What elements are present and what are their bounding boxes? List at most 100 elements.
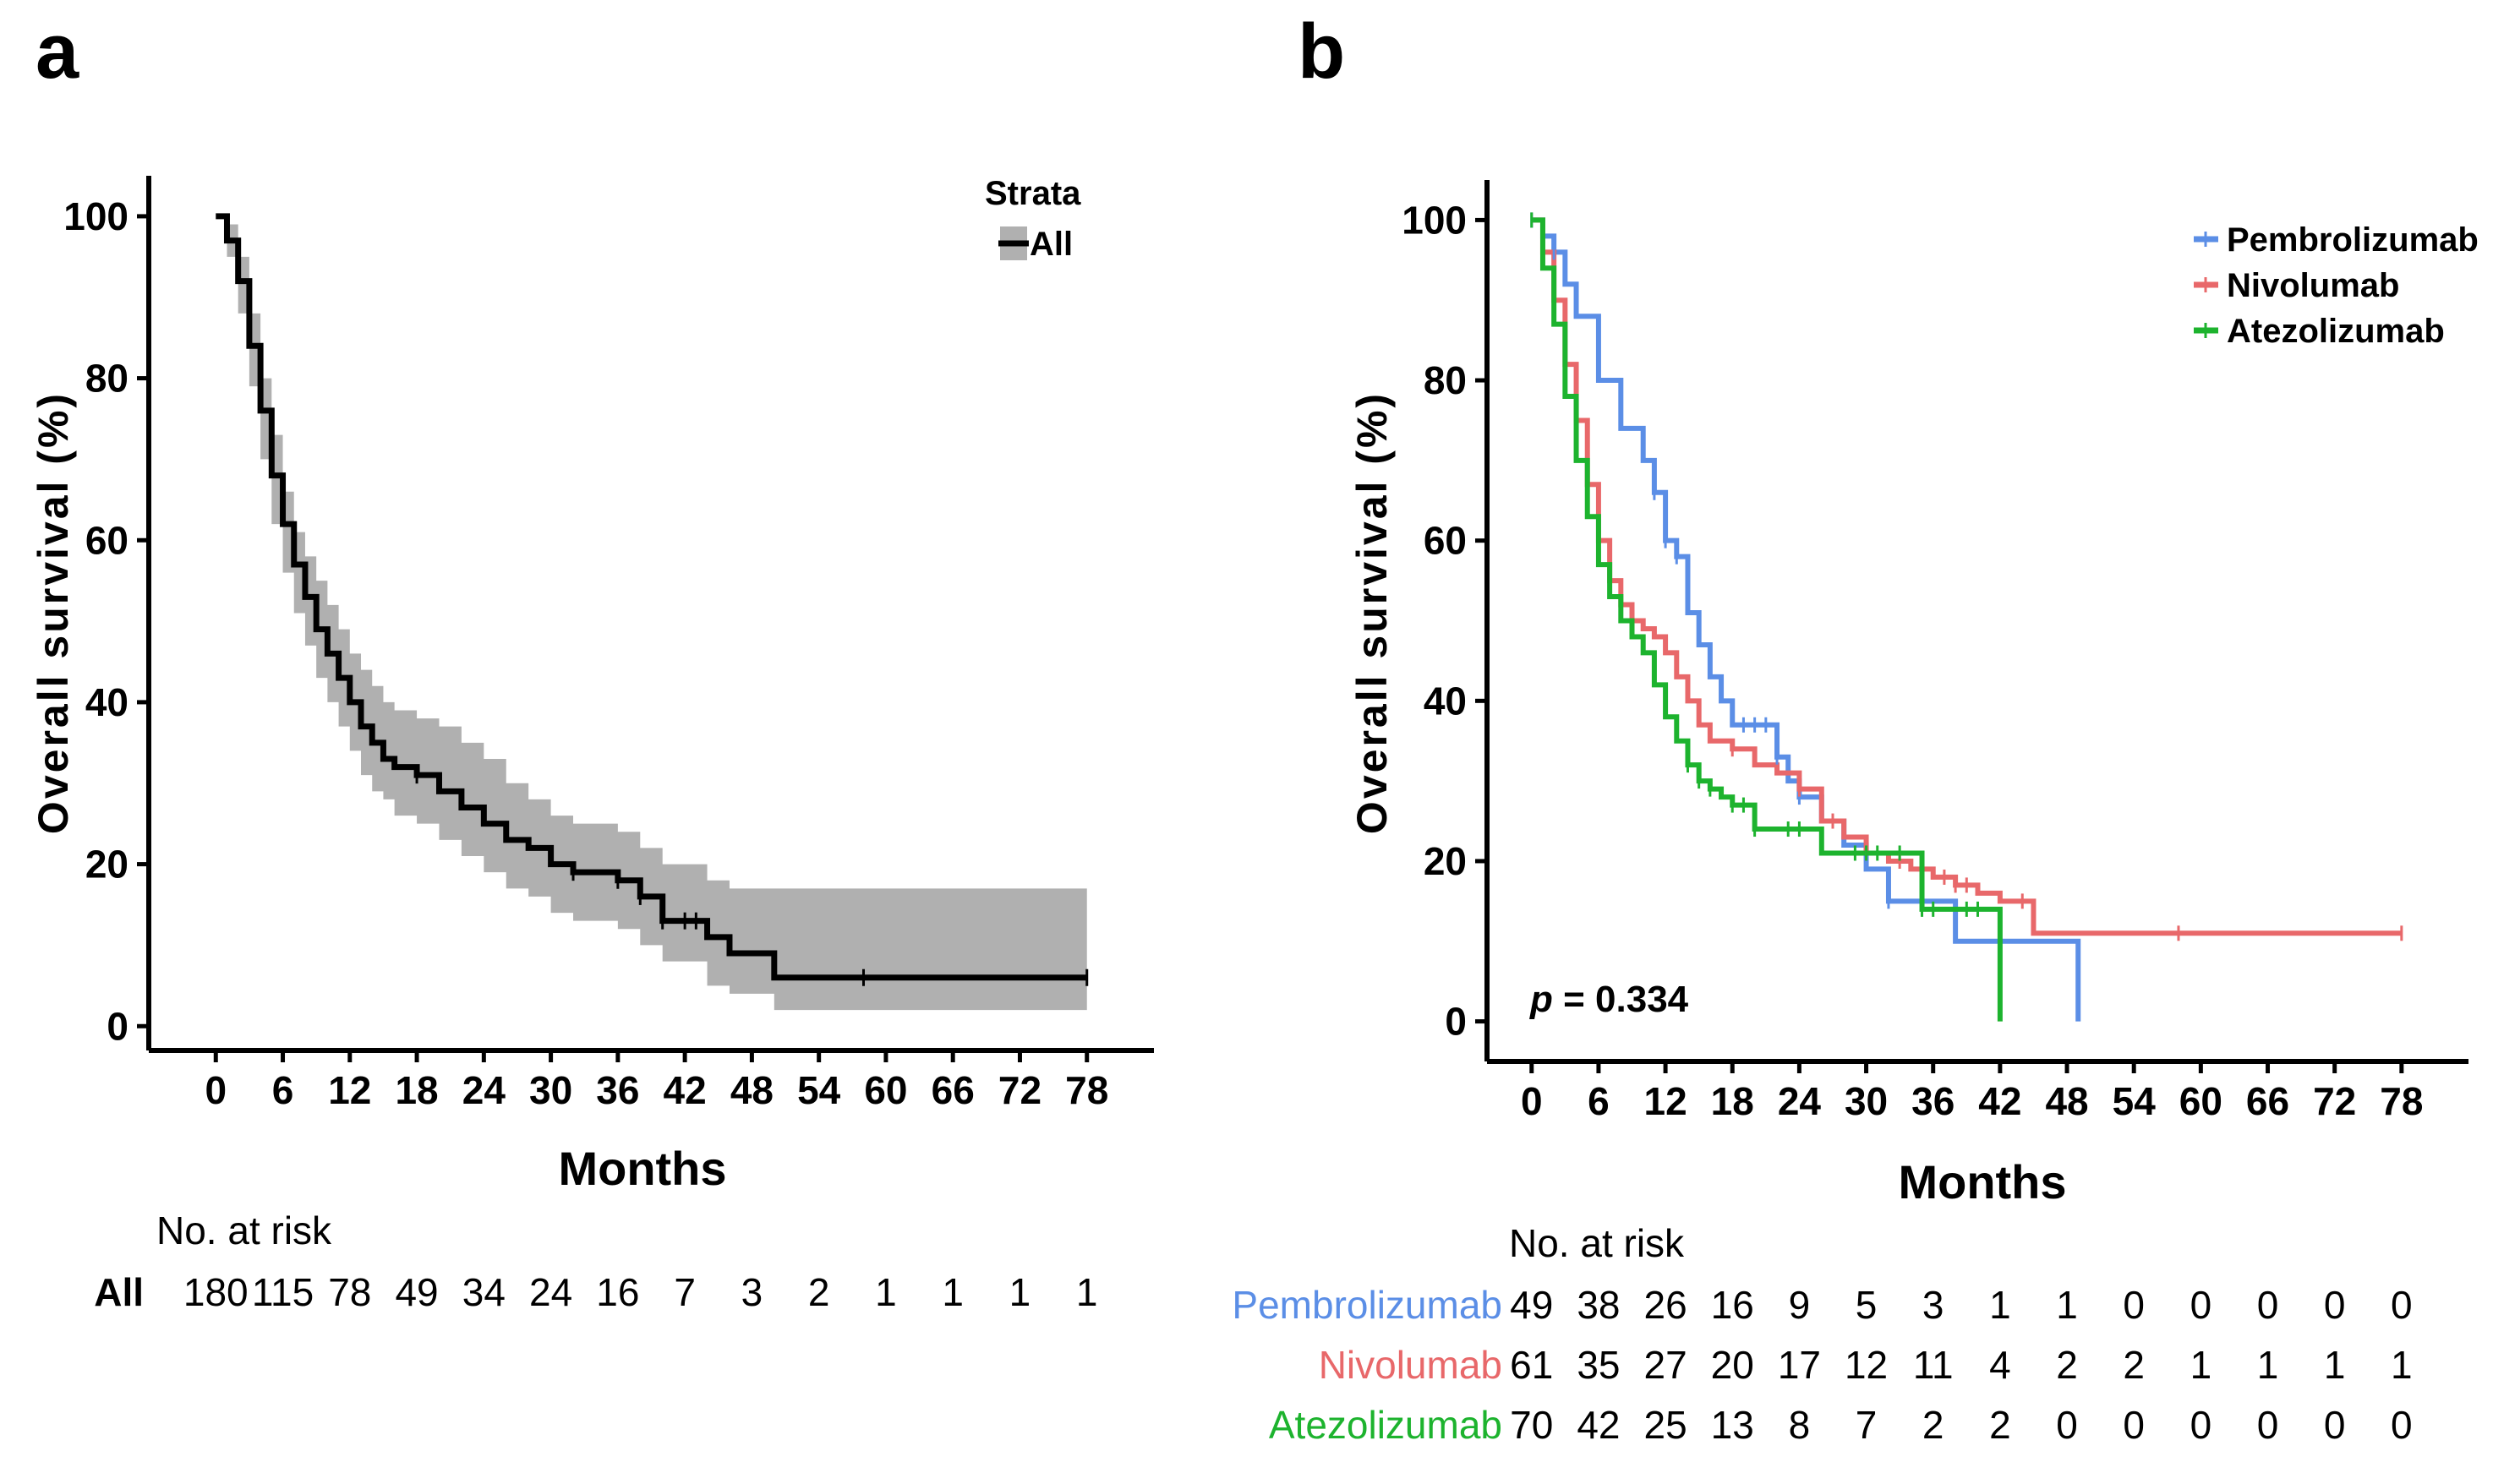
- risk-count: 2: [808, 1270, 830, 1314]
- y-tick-label: 80: [85, 357, 128, 401]
- p-value-number: = 0.334: [1553, 979, 1689, 1020]
- risk-count: 0: [2324, 1403, 2346, 1447]
- legend-label-nivolumab: Nivolumab: [2227, 267, 2399, 304]
- risk-count: 17: [1778, 1343, 1821, 1387]
- survival-curve-pembrolizumab: [1531, 217, 2081, 1022]
- risk-count: 1: [875, 1270, 897, 1314]
- risk-table-title: No. at risk: [156, 1208, 332, 1252]
- x-tick-label: 18: [1711, 1079, 1754, 1123]
- risk-count: 7: [674, 1270, 696, 1314]
- panel-b-label: b: [1298, 8, 1345, 95]
- risk-count: 49: [395, 1270, 438, 1314]
- y-tick-label: 60: [1424, 519, 1467, 563]
- x-tick-label: 0: [1521, 1079, 1543, 1123]
- risk-count: 115: [252, 1270, 314, 1314]
- x-axis-ticks: 0 6 12 18 24 30 36 42 48 54 60 66 72 78: [205, 1050, 1108, 1112]
- x-axis-title: Months: [1898, 1155, 2066, 1208]
- risk-count: 26: [1644, 1283, 1687, 1327]
- risk-count: 0: [2123, 1283, 2145, 1327]
- curve-layer: [1531, 217, 2402, 1022]
- risk-count: 8: [1789, 1403, 1811, 1447]
- risk-count: 2: [2123, 1343, 2145, 1387]
- x-tick-label: 66: [932, 1068, 975, 1112]
- survival-curve-all: [216, 213, 1087, 981]
- x-tick-label: 6: [1588, 1079, 1610, 1123]
- risk-count: 27: [1644, 1343, 1687, 1387]
- x-tick-label: 48: [2045, 1079, 2088, 1123]
- risk-count: 1: [1009, 1270, 1031, 1314]
- y-tick-label: 80: [1424, 358, 1467, 402]
- risk-count: 0: [2391, 1403, 2413, 1447]
- risk-count: 3: [1922, 1283, 1944, 1327]
- risk-count: 0: [2257, 1403, 2279, 1447]
- risk-count: 9: [1789, 1283, 1811, 1327]
- y-tick-label: 20: [85, 843, 128, 887]
- legend-label-atezolizumab: Atezolizumab: [2227, 313, 2445, 350]
- x-tick-label: 36: [596, 1068, 639, 1112]
- x-tick-label: 18: [395, 1068, 438, 1112]
- risk-count: 49: [1510, 1283, 1553, 1327]
- x-tick-label: 72: [998, 1068, 1041, 1112]
- risk-count: 0: [2190, 1283, 2212, 1327]
- risk-count: 1: [2391, 1343, 2413, 1387]
- x-tick-label: 24: [1778, 1079, 1822, 1123]
- risk-table: All 180 115 78 49 34 24 16 7 3 2 1 1 1 1: [94, 1270, 1097, 1314]
- risk-row-label-atezolizumab: Atezolizumab: [1269, 1403, 1502, 1447]
- legend-label-all: All: [1030, 226, 1073, 263]
- x-tick-label: 6: [272, 1068, 294, 1112]
- x-tick-label: 78: [2380, 1079, 2423, 1123]
- x-axis-ticks: 0 6 12 18 24 30 36 42 48 54 60 66 72 78: [1521, 1061, 2423, 1123]
- y-tick-label: 20: [1424, 839, 1467, 883]
- legend: Pembrolizumab Nivolumab Atezolizumab: [2194, 221, 2479, 350]
- risk-count: 4: [1989, 1343, 2011, 1387]
- risk-count: 25: [1644, 1403, 1687, 1447]
- x-tick-label: 66: [2246, 1079, 2289, 1123]
- risk-count: 2: [1922, 1403, 1944, 1447]
- risk-table: Pembrolizumab 49 38 26 16 9 5 3 1 1 0 0 0 0 0Nivolumab…: [1232, 1283, 2412, 1447]
- risk-count: 16: [596, 1270, 639, 1314]
- x-tick-label: 12: [1644, 1079, 1687, 1123]
- y-tick-label: 60: [85, 518, 128, 562]
- censor-layer: [1530, 212, 2403, 941]
- x-tick-label: 54: [2113, 1079, 2157, 1123]
- y-axis-ticks: 0 20 40 60 80 100: [1402, 198, 1487, 1044]
- x-tick-label: 30: [529, 1068, 572, 1112]
- risk-count: 12: [1845, 1343, 1888, 1387]
- risk-count: 0: [2190, 1403, 2212, 1447]
- risk-count: 24: [529, 1270, 572, 1314]
- y-tick-label: 40: [1424, 679, 1467, 723]
- ci-band-layer: [216, 216, 1087, 1011]
- risk-count: 0: [2391, 1283, 2413, 1327]
- x-tick-label: 0: [205, 1068, 227, 1112]
- x-tick-label: 24: [462, 1068, 506, 1112]
- risk-count: 35: [1577, 1343, 1620, 1387]
- risk-count: 20: [1711, 1343, 1754, 1387]
- risk-count: 0: [2324, 1283, 2346, 1327]
- risk-count: 70: [1510, 1403, 1553, 1447]
- risk-count: 61: [1510, 1343, 1553, 1387]
- x-tick-label: 30: [1845, 1079, 1888, 1123]
- y-axis-ticks: 0 20 40 60 80 100: [63, 194, 149, 1048]
- ci-band-all: [216, 216, 1087, 1011]
- risk-count: 78: [328, 1270, 371, 1314]
- y-tick-label: 0: [107, 1004, 128, 1048]
- risk-count: 1: [2257, 1343, 2279, 1387]
- risk-count: 2: [2056, 1343, 2078, 1387]
- legend-title: Strata: [985, 175, 1081, 212]
- risk-count: 1: [942, 1270, 964, 1314]
- risk-count: 0: [2123, 1403, 2145, 1447]
- x-tick-label: 12: [328, 1068, 371, 1112]
- legend-label-pembrolizumab: Pembrolizumab: [2227, 221, 2479, 259]
- y-tick-label: 40: [85, 680, 128, 724]
- survival-curve-atezolizumab: [1531, 217, 2003, 1022]
- risk-count: 5: [1856, 1283, 1878, 1327]
- p-value-symbol: p: [1529, 979, 1553, 1020]
- x-tick-label: 42: [664, 1068, 707, 1112]
- y-tick-label: 0: [1445, 1000, 1467, 1044]
- p-value: p = 0.334: [1529, 979, 1689, 1020]
- legend: Strata All: [985, 175, 1081, 263]
- x-tick-label: 36: [1911, 1079, 1954, 1123]
- y-tick-label: 100: [63, 194, 128, 238]
- x-axis-title: Months: [558, 1142, 726, 1195]
